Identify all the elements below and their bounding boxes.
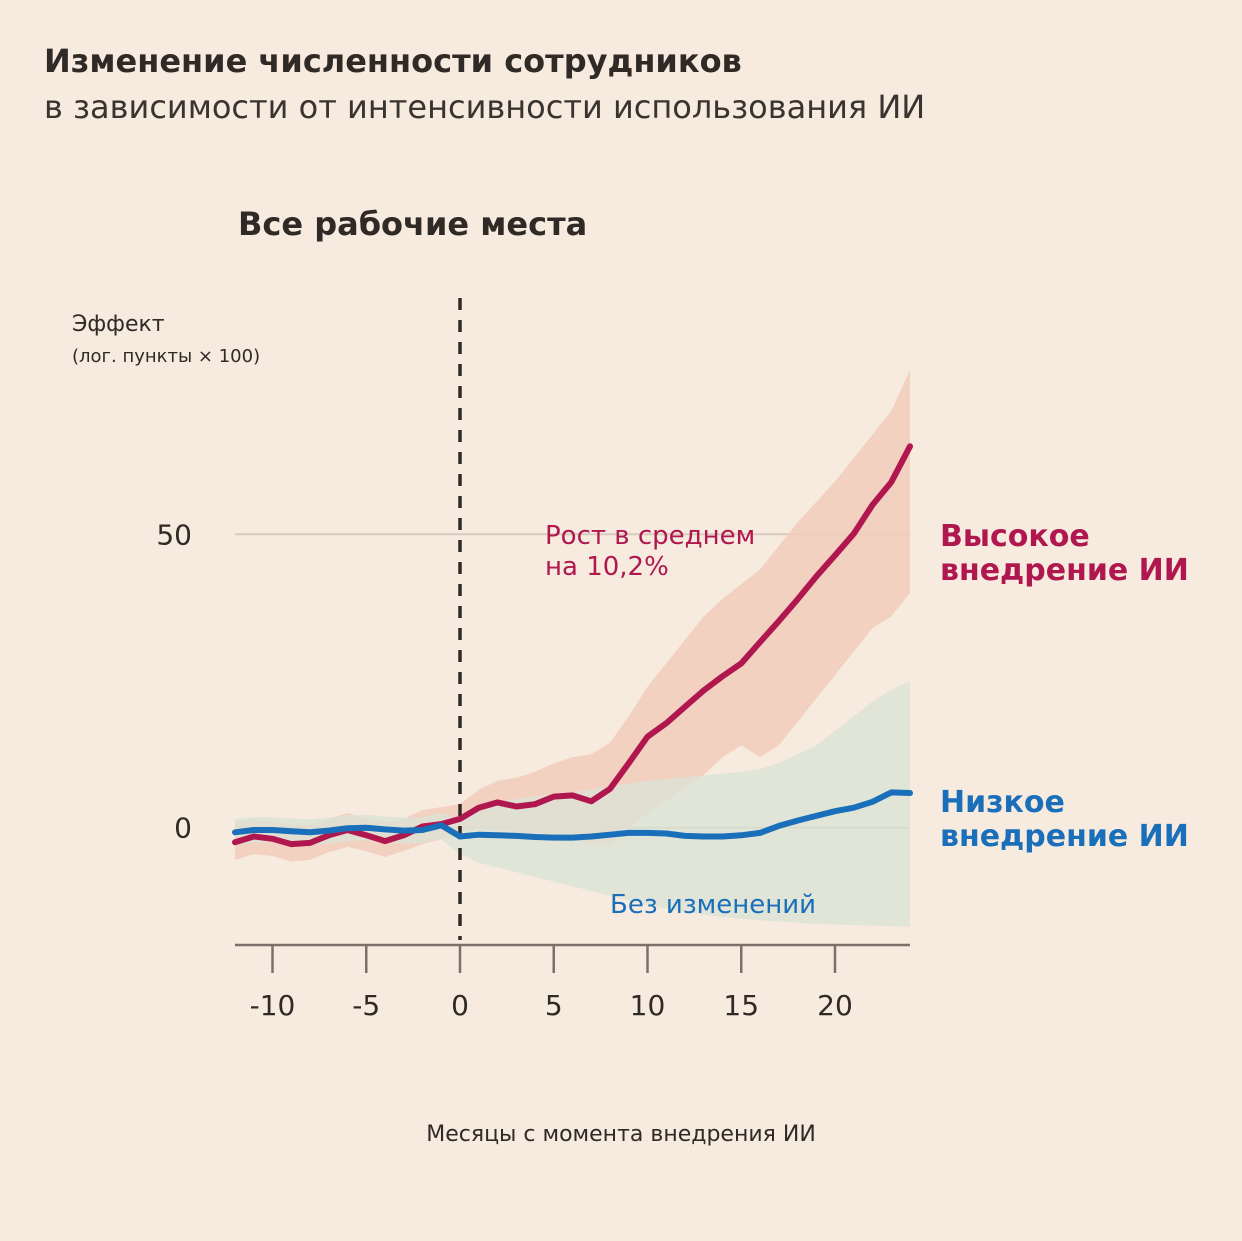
- legend-low-adoption: Низкое внедрение ИИ: [940, 785, 1189, 854]
- y-axis-unit: (лог. пункты × 100): [72, 346, 261, 367]
- x-tick-label: 5: [545, 989, 563, 1022]
- panel-title: Все рабочие места: [238, 205, 588, 243]
- x-axis-label: Месяцы с момента внедрения ИИ: [426, 1122, 816, 1147]
- confidence-band-low: [235, 680, 910, 927]
- x-tick-label: 10: [630, 989, 666, 1022]
- x-tick-label: 15: [723, 989, 759, 1022]
- high-adoption-annotation: Рост в среднем на 10,2%: [545, 521, 756, 582]
- legend-high-adoption: Высокое внедрение ИИ: [940, 519, 1189, 588]
- confidence-band-high: [235, 370, 910, 862]
- y-axis-label: Эффект: [72, 312, 165, 337]
- x-tick-label: 0: [451, 989, 469, 1022]
- series-line-low: [232, 789, 913, 841]
- x-tick-label: 20: [817, 989, 853, 1022]
- y-tick-label: 0: [174, 812, 192, 845]
- x-tick-label: -5: [352, 989, 380, 1022]
- chart-subtitle: в зависимости от интенсивности использов…: [44, 88, 926, 126]
- chart-title: Изменение численности сотрудников: [44, 42, 742, 80]
- x-tick-label: -10: [250, 989, 296, 1022]
- y-tick-label: 50: [156, 518, 192, 551]
- low-adoption-annotation: Без изменений: [610, 890, 817, 920]
